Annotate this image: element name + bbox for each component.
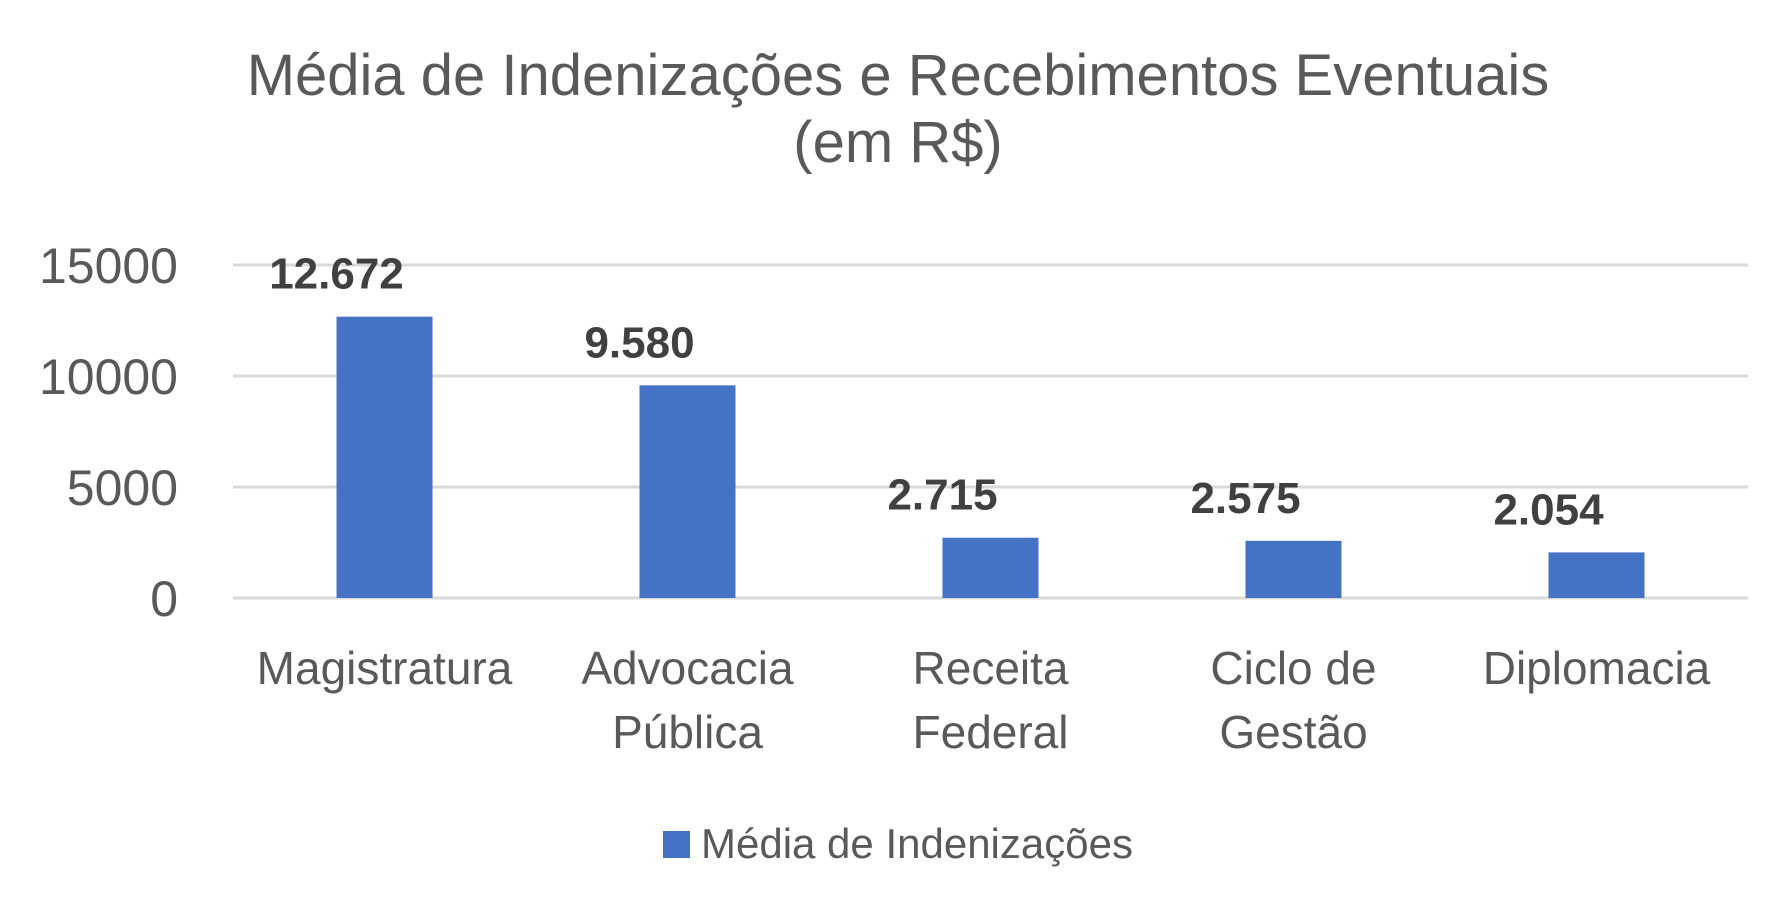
category-label-2-1: Federal [913,706,1069,758]
bars [336,316,1645,598]
data-label-2: 2.715 [887,471,997,520]
chart-title-line-2: (em R$) [793,110,1002,175]
y-axis-ticks: 0 5000 10000 15000 [39,238,178,627]
data-label-0: 12.672 [269,250,404,299]
y-tick-label: 0 [150,571,178,627]
y-tick-label: 15000 [39,238,178,294]
legend-swatch [663,831,690,858]
category-label-2-0: Receita [913,642,1069,694]
bar-1 [639,385,736,598]
bar-0 [336,316,433,598]
legend: Média de Indenizações [663,820,1133,867]
y-tick-label: 5000 [67,460,178,516]
category-label-1-0: Advocacia [581,642,794,694]
data-label-3: 2.575 [1190,474,1300,523]
x-axis-categories: Magistratura Advocacia Pública Receita Feder… [257,642,1711,758]
category-label-0-0: Magistratura [257,642,513,694]
category-label-3-0: Ciclo de [1210,642,1376,694]
chart-title: Média de Indenizações e Recebimentos Eve… [247,43,1550,175]
legend-label: Média de Indenizações [701,820,1133,867]
category-label-4-0: Diplomacia [1483,642,1711,694]
category-label-1-1: Pública [612,706,763,758]
data-label-4: 2.054 [1493,485,1604,534]
category-label-3-1: Gestão [1219,706,1367,758]
chart-title-line-1: Média de Indenizações e Recebimentos Eve… [247,43,1550,108]
y-tick-label: 10000 [39,349,178,405]
bar-2 [942,537,1039,598]
bar-4 [1548,552,1645,598]
data-label-1: 9.580 [584,318,694,367]
bar-3 [1245,540,1342,598]
data-labels: 12.672 9.580 2.715 2.575 2.054 [269,250,1604,535]
